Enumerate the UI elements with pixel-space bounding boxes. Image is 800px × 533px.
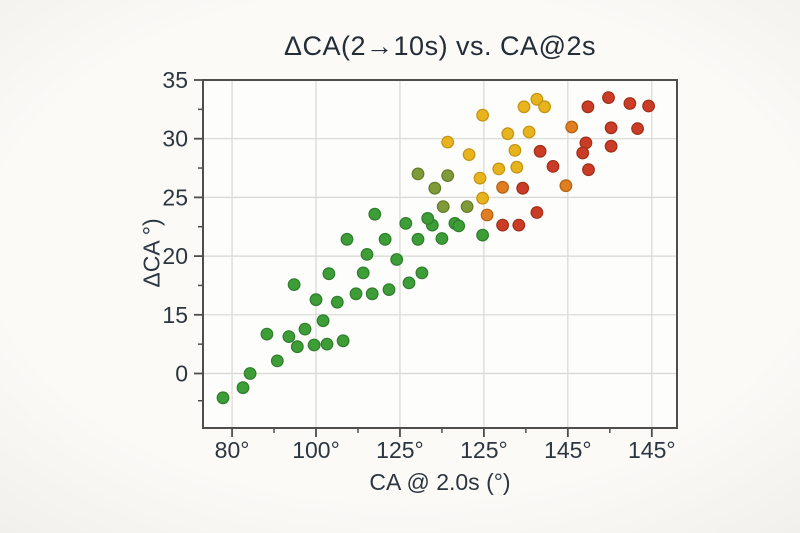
data-point xyxy=(476,191,490,205)
y-tick-label: 25 xyxy=(162,184,188,210)
data-point xyxy=(604,121,618,135)
chart-title: ΔCA(2→10s) vs. CA@2s xyxy=(283,31,596,61)
data-point xyxy=(441,135,455,149)
data-point xyxy=(382,283,396,297)
data-point xyxy=(236,381,250,395)
data-point xyxy=(508,143,522,157)
data-point xyxy=(476,228,490,242)
x-tick-label: 80° xyxy=(215,437,250,463)
data-point xyxy=(411,167,425,181)
data-point xyxy=(530,206,544,219)
data-point xyxy=(530,92,544,106)
data-point xyxy=(368,207,382,221)
y-tick-label: 30 xyxy=(162,126,188,152)
data-point xyxy=(349,287,363,301)
y-tick-label: 35 xyxy=(162,67,188,93)
data-point xyxy=(290,340,304,354)
x-tick-label: 100° xyxy=(292,437,340,463)
data-point xyxy=(390,253,404,266)
data-point xyxy=(492,162,506,176)
data-point xyxy=(496,180,510,194)
data-point xyxy=(496,218,510,232)
data-point xyxy=(522,125,536,139)
data-point xyxy=(260,327,274,341)
data-point xyxy=(501,127,515,141)
data-point xyxy=(462,148,476,162)
data-point xyxy=(287,278,301,292)
data-point xyxy=(480,208,494,222)
data-point xyxy=(356,266,370,280)
data-point xyxy=(435,232,449,245)
data-point xyxy=(623,97,637,110)
data-point xyxy=(452,219,466,233)
plot-frame xyxy=(202,79,678,429)
data-point xyxy=(411,232,425,246)
data-point xyxy=(316,314,330,328)
data-point xyxy=(428,181,442,195)
data-point xyxy=(473,171,487,185)
y-tick-label: 0 xyxy=(175,360,188,386)
data-point xyxy=(533,144,547,158)
data-point xyxy=(307,338,321,352)
data-point xyxy=(538,100,551,114)
data-point xyxy=(559,179,573,193)
x-tick-label: 125° xyxy=(376,437,424,463)
data-point xyxy=(602,91,615,104)
data-point xyxy=(565,120,579,134)
data-point xyxy=(516,181,530,195)
data-point xyxy=(399,216,413,230)
data-point xyxy=(309,293,323,307)
data-point xyxy=(476,108,490,122)
data-point xyxy=(582,163,595,177)
y-tick-label: 20 xyxy=(162,243,188,269)
data-point xyxy=(546,159,560,173)
data-point xyxy=(517,100,531,114)
data-point xyxy=(402,276,416,290)
data-point xyxy=(270,354,284,368)
x-axis-label: CA @ 2.0s (°) xyxy=(369,469,511,495)
data-point xyxy=(360,247,374,261)
data-point xyxy=(322,267,336,281)
data-point xyxy=(330,295,344,309)
plot-area xyxy=(203,80,677,428)
x-tick-label: 125° xyxy=(460,437,508,463)
data-point xyxy=(282,330,296,344)
data-point xyxy=(642,99,655,113)
data-point xyxy=(581,100,595,114)
y-tick-label: 15 xyxy=(162,302,188,328)
data-point xyxy=(340,232,354,246)
data-point xyxy=(441,169,455,183)
data-point xyxy=(378,232,392,246)
x-tick-label: 145° xyxy=(628,437,676,463)
data-point xyxy=(576,146,590,160)
data-point xyxy=(365,287,379,301)
data-point xyxy=(320,337,334,351)
data-point xyxy=(216,391,230,405)
data-point xyxy=(243,367,257,380)
data-point xyxy=(604,139,618,153)
data-point xyxy=(436,200,450,214)
data-point xyxy=(336,334,350,348)
data-point xyxy=(421,211,435,225)
data-point xyxy=(512,218,526,232)
x-tick-label: 145° xyxy=(544,437,592,463)
data-point xyxy=(415,266,429,280)
data-point xyxy=(510,160,524,174)
data-point xyxy=(298,322,312,336)
data-point xyxy=(631,122,644,136)
data-point xyxy=(460,200,474,214)
